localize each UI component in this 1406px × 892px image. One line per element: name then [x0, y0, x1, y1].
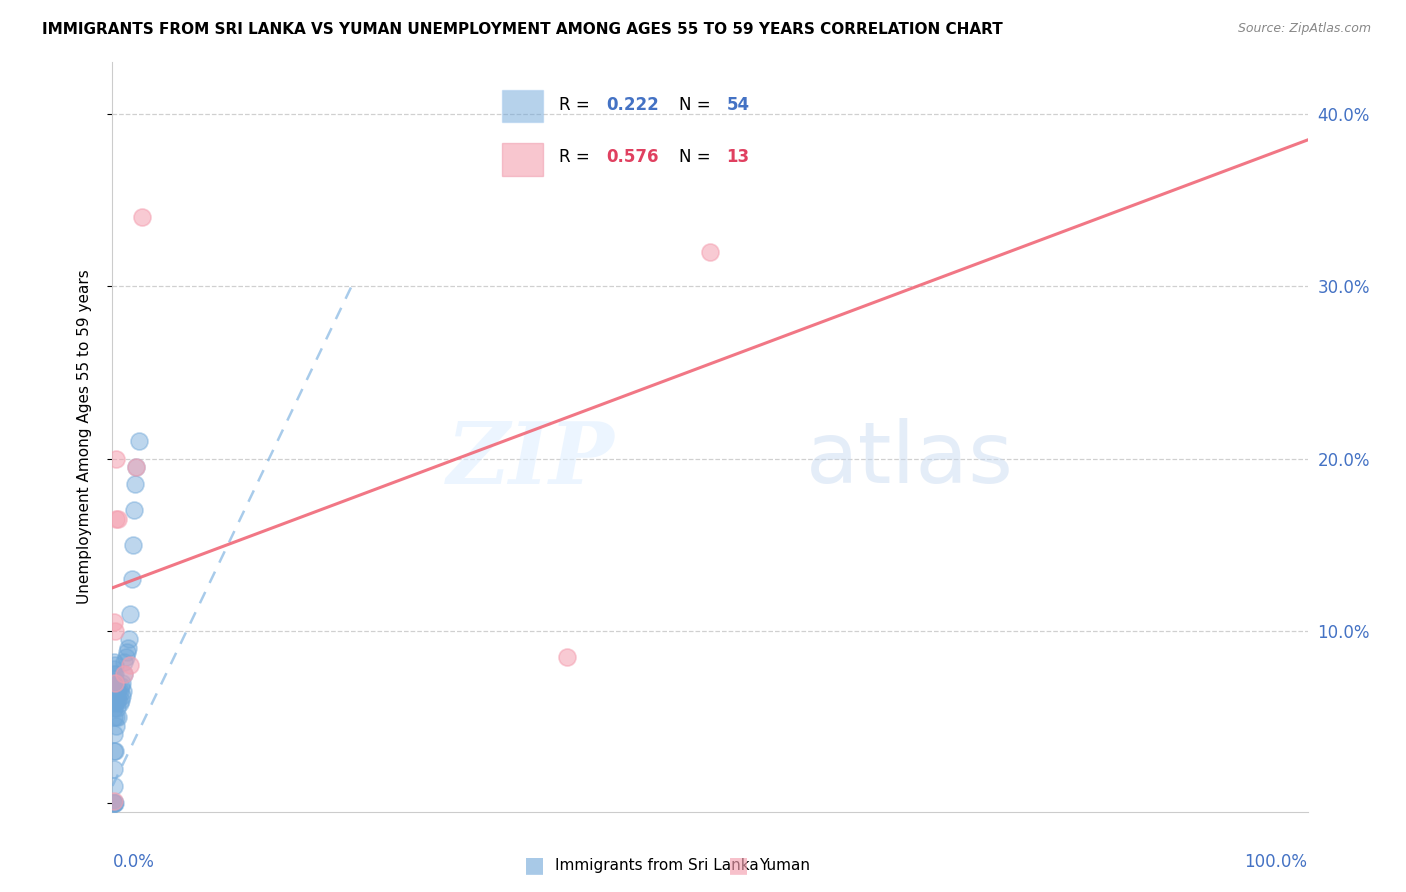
Point: [103, 667, 125, 681]
Point: [111, 690, 134, 704]
Y-axis label: Unemployment Among Ages 55 to 59 years: Unemployment Among Ages 55 to 59 years: [77, 269, 91, 605]
Text: atlas: atlas: [806, 418, 1014, 501]
Point: [104, 624, 127, 638]
Point: [104, 675, 127, 690]
Point: [105, 512, 128, 526]
Text: ZIP: ZIP: [447, 417, 614, 501]
Point: [128, 434, 150, 449]
Point: [114, 655, 135, 669]
Point: [104, 667, 127, 681]
Point: [103, 692, 125, 706]
Point: [103, 710, 125, 724]
Point: [103, 796, 125, 810]
Point: [110, 679, 132, 693]
Point: [107, 684, 129, 698]
Point: [103, 672, 125, 686]
Point: [103, 662, 125, 676]
Point: [114, 667, 135, 681]
Point: [699, 244, 721, 259]
Text: Yuman: Yuman: [759, 858, 810, 872]
Text: ■: ■: [524, 855, 544, 875]
Text: Source: ZipAtlas.com: Source: ZipAtlas.com: [1237, 22, 1371, 36]
Point: [103, 796, 125, 810]
Point: [105, 710, 128, 724]
Point: [121, 572, 143, 586]
Point: [111, 675, 134, 690]
Point: [115, 644, 138, 658]
Point: [120, 658, 142, 673]
Point: [114, 649, 136, 664]
Text: Immigrants from Sri Lanka: Immigrants from Sri Lanka: [555, 858, 759, 872]
Point: [114, 667, 135, 681]
Point: [105, 692, 128, 706]
Point: [107, 710, 129, 724]
Point: [104, 744, 127, 758]
Point: [104, 696, 127, 710]
Point: [105, 692, 128, 706]
Point: [104, 684, 127, 698]
Point: [105, 701, 128, 715]
Point: [103, 796, 125, 810]
Point: [103, 615, 125, 630]
Point: [105, 451, 128, 466]
Point: [104, 675, 127, 690]
Point: [120, 607, 142, 621]
Point: [105, 718, 128, 732]
Text: IMMIGRANTS FROM SRI LANKA VS YUMAN UNEMPLOYMENT AMONG AGES 55 TO 59 YEARS CORREL: IMMIGRANTS FROM SRI LANKA VS YUMAN UNEMP…: [42, 22, 1002, 37]
Point: [131, 211, 153, 225]
Point: [105, 675, 128, 690]
Point: [118, 632, 141, 647]
Point: [125, 460, 148, 475]
Point: [121, 538, 143, 552]
Point: [103, 744, 125, 758]
Point: [108, 696, 131, 710]
Point: [104, 796, 127, 810]
Point: [122, 503, 145, 517]
Point: [103, 655, 125, 669]
Point: [103, 762, 125, 776]
Text: 100.0%: 100.0%: [1244, 853, 1308, 871]
Point: [110, 692, 132, 706]
Point: [125, 460, 148, 475]
Point: [117, 641, 139, 656]
Point: [103, 794, 125, 808]
Point: [105, 684, 128, 698]
Point: [107, 512, 129, 526]
Point: [103, 727, 125, 741]
Point: [103, 684, 125, 698]
Point: [103, 701, 125, 715]
Point: [103, 679, 125, 693]
Point: [103, 779, 125, 793]
Text: 0.0%: 0.0%: [112, 853, 155, 871]
Point: [112, 684, 135, 698]
Point: [124, 477, 146, 491]
Text: ■: ■: [728, 855, 748, 875]
Point: [107, 692, 129, 706]
Point: [105, 684, 128, 698]
Point: [104, 658, 127, 673]
Point: [108, 684, 131, 698]
Point: [555, 649, 578, 664]
